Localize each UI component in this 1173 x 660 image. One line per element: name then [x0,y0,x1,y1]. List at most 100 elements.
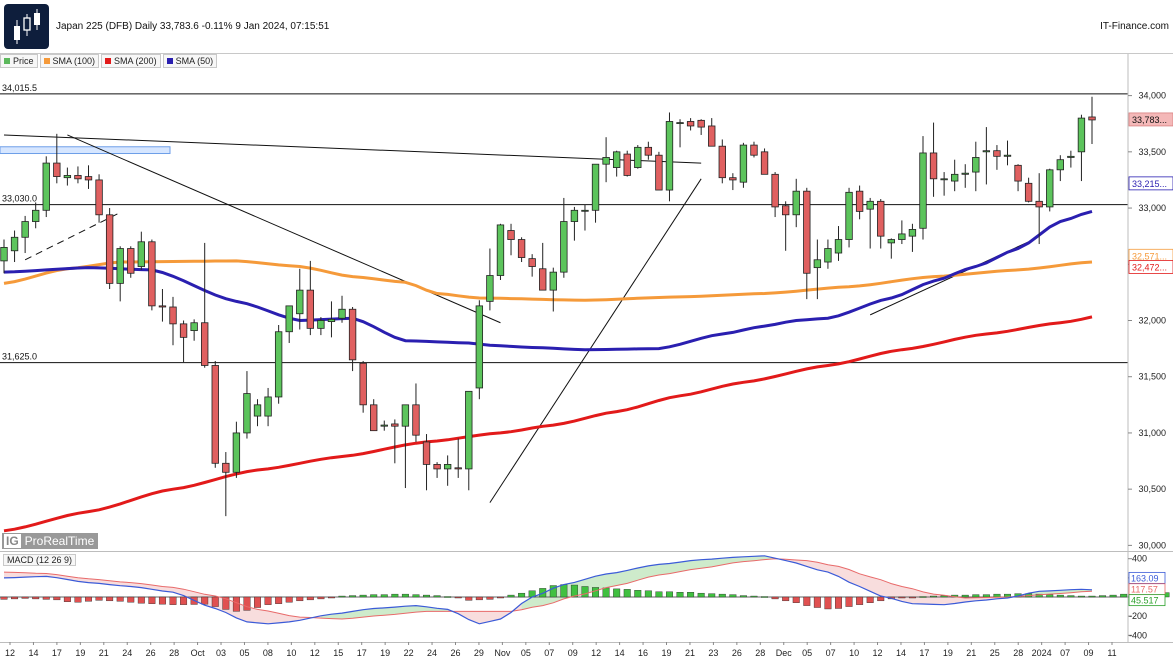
candle-body [454,467,462,470]
candle-body [317,320,325,329]
macd-histogram-bar [433,595,441,598]
time-axis-label: 21 [685,648,695,658]
macd-histogram-bar [866,596,874,603]
candle-down [781,201,790,251]
price-plot-area [0,54,1128,551]
candle-down [84,165,93,189]
candle-up [972,141,980,192]
candle-up [264,387,272,427]
candle-down [718,139,726,184]
legend-swatch [4,58,10,64]
legend-item-sma100[interactable]: SMA (100) [39,54,100,68]
candle-body [813,259,822,269]
time-axis-label: 12 [5,648,15,658]
candle-body [982,150,991,153]
candle-up [824,239,832,269]
horizontal-level-label: 33,030.0 [2,194,37,204]
candle-body [1088,116,1096,121]
legend-label: SMA (100) [52,56,96,66]
time-axis-label: 28 [169,648,179,658]
candle-body [549,271,557,291]
macd-histogram-bar [116,596,124,602]
candle-up [10,230,19,263]
macd-histogram-bar [708,593,716,598]
sma50-line [3,209,1093,352]
prorealtime-watermark: IG ProRealTime [2,533,99,549]
price-axis-label: 33,000 [1138,203,1166,213]
candle-down [306,260,315,336]
macd-histogram-bar [254,596,261,608]
legend-item-sma50[interactable]: SMA (50) [162,54,218,68]
candle-body [803,190,811,274]
candle-down [697,119,705,135]
macd-histogram-bar [507,594,515,598]
candle-body [243,393,251,434]
candle-down [454,438,462,478]
candle-body [496,224,505,276]
macd-histogram-bar [338,595,346,598]
time-axis-label: 05 [239,648,249,658]
candle-body [655,154,663,191]
candle-body [338,308,346,319]
macd-histogram-bar [1109,594,1117,598]
time-axis-label: 14 [896,648,906,658]
macd-histogram-bar [634,590,642,598]
macd-histogram-bar [401,593,409,598]
macd-histogram-bar [486,596,494,600]
macd-axis-label: -200 [1129,611,1147,621]
candle-down [750,141,758,158]
macd-histogram-bar [771,596,779,600]
candle-down [507,223,515,256]
time-axis-label: Nov [494,648,511,658]
candle-body [929,152,938,180]
candle-body [940,178,948,181]
sma200-line [3,315,1093,533]
macd-histogram-bar [359,594,367,598]
horizontal-level-label: 31,625.0 [2,352,37,362]
candle-body [348,308,357,361]
candle-body [718,145,726,179]
candle-body [919,152,927,229]
time-axis-label: 21 [966,648,976,658]
candle-body [359,362,367,406]
macd-signal-line [3,558,1093,620]
price-axis-label: 32,000 [1138,315,1166,325]
candle-body [211,365,219,464]
macd-histogram-bar [412,594,420,598]
price-axis-label: 33,500 [1138,147,1166,157]
macd-cloud-positive [320,605,448,619]
macd-cloud [4,555,1092,624]
macd-histogram-bar [1067,595,1075,598]
candle-down [433,462,441,478]
macd-axis-label: 400 [1132,554,1147,564]
time-axis-label: 12 [873,648,883,658]
legend-item-price[interactable]: Price [0,54,38,68]
candle-down [1035,173,1043,245]
candle-body [760,151,769,175]
legend-item-sma200[interactable]: SMA (200) [101,54,161,68]
price-tag-label: 33,783... [1132,115,1167,125]
time-axis-label: 29 [474,648,484,658]
time-axis-label: 17 [357,648,367,658]
time-axis-label: 19 [662,648,672,658]
ig-badge: IG [4,534,21,548]
candle-down [127,246,135,278]
macd-histogram-bar [898,596,906,599]
candle-body [53,162,61,177]
macd-histogram-bar [856,596,864,605]
macd-histogram-bar [42,596,50,600]
sma100-line [3,259,1093,302]
candle-up [317,317,325,336]
candle-up [401,404,410,489]
candle-down [1088,96,1096,144]
macd-histogram-bar [1035,593,1043,598]
macd-histogram-bar [602,587,610,598]
macd-histogram-bar [930,595,938,598]
time-axis-label: 25 [990,648,1000,658]
candle-body [697,119,705,128]
macd-histogram-bar [95,596,103,601]
candle-body [296,289,304,315]
macd-histogram-bar [21,596,29,599]
axes: 30,00030,50031,00031,50032,00032,50033,0… [0,54,1173,658]
candle-body [264,396,272,417]
